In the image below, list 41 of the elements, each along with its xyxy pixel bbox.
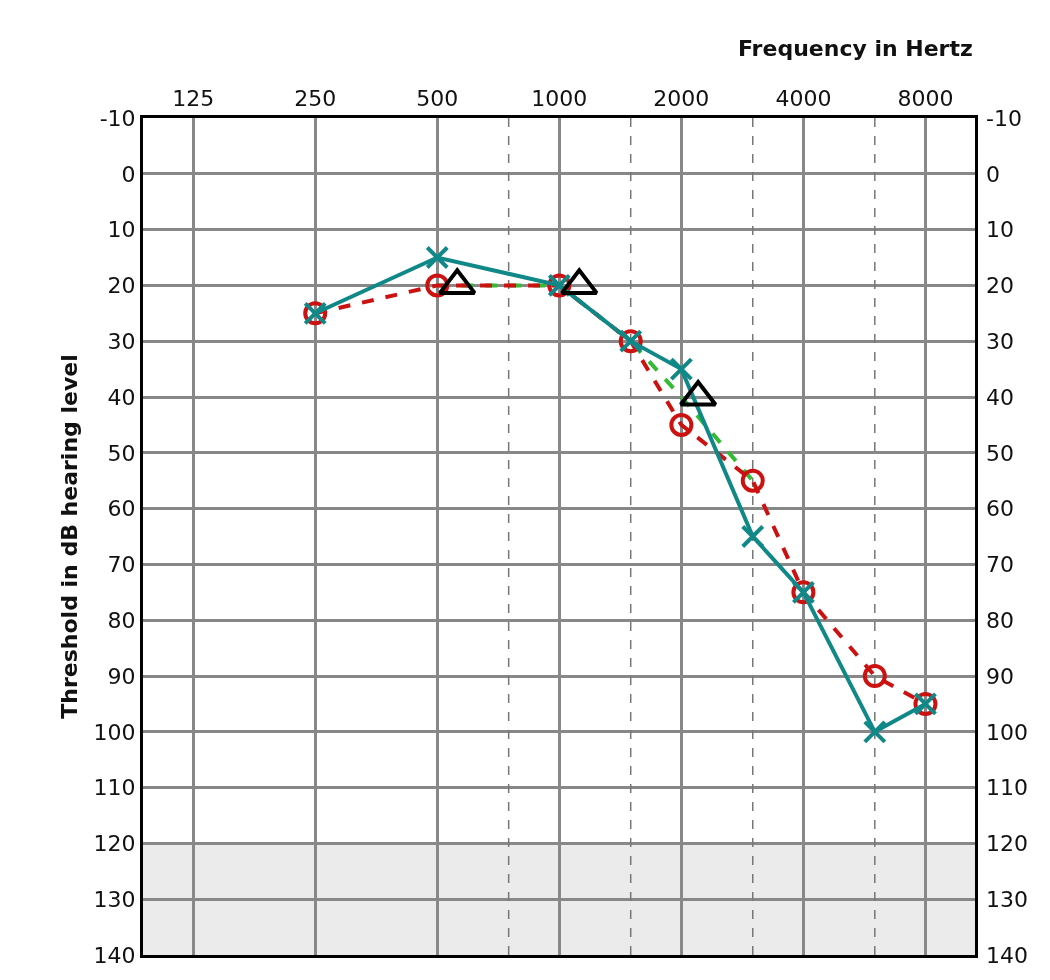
y-tick-label: 70 [107,552,136,578]
y2-tick-label: 20 [986,273,1014,299]
y2-tick-label: 140 [986,942,1028,968]
x-tick-label: 8000 [897,86,954,112]
y2-tick-label: 10 [986,217,1014,243]
y2-tick-label: 110 [986,775,1028,801]
y-tick-label: 100 [93,719,136,745]
y2-tick-label: 40 [986,384,1014,410]
y-tick-label: 110 [93,775,136,801]
x-tick-label: 500 [416,86,459,112]
y-tick-label: -10 [99,105,136,131]
x-tick-label: 1000 [531,86,588,112]
y-tick-label: 90 [107,663,136,689]
y2-tick-label: 80 [986,607,1014,633]
y2-tick-label: -10 [986,105,1022,131]
y2-tick-label: 120 [986,831,1028,857]
y-tick-label: 30 [107,328,136,354]
y-tick-label: 140 [93,942,136,968]
y2-tick-label: 90 [986,663,1014,689]
y-tick-label: 120 [93,831,136,857]
y-tick-label: 0 [121,161,136,187]
y-tick-label: 10 [107,217,136,243]
y-tick-label: 60 [107,496,136,522]
y2-tick-label: 130 [986,886,1028,912]
y2-tick-label: 50 [986,440,1014,466]
y-axis-title: Threshold in dB hearing level [57,354,83,719]
x-tick-label: 4000 [775,86,832,112]
y-tick-label: 50 [107,440,136,466]
y-tick-label: 80 [107,607,136,633]
y2-tick-label: 100 [986,719,1028,745]
y-tick-label: 40 [107,384,136,410]
y2-tick-label: 60 [986,496,1014,522]
y-tick-label: 130 [93,886,136,912]
x-tick-label: 2000 [653,86,710,112]
x-tick-label: 250 [294,86,337,112]
y2-tick-label: 0 [986,161,1000,187]
y2-tick-label: 30 [986,328,1014,354]
x-tick-label: 125 [172,86,215,112]
y-tick-label: 20 [107,273,136,299]
x-axis-title: Frequency in Hertz [738,36,973,61]
y2-tick-label: 70 [986,552,1014,578]
